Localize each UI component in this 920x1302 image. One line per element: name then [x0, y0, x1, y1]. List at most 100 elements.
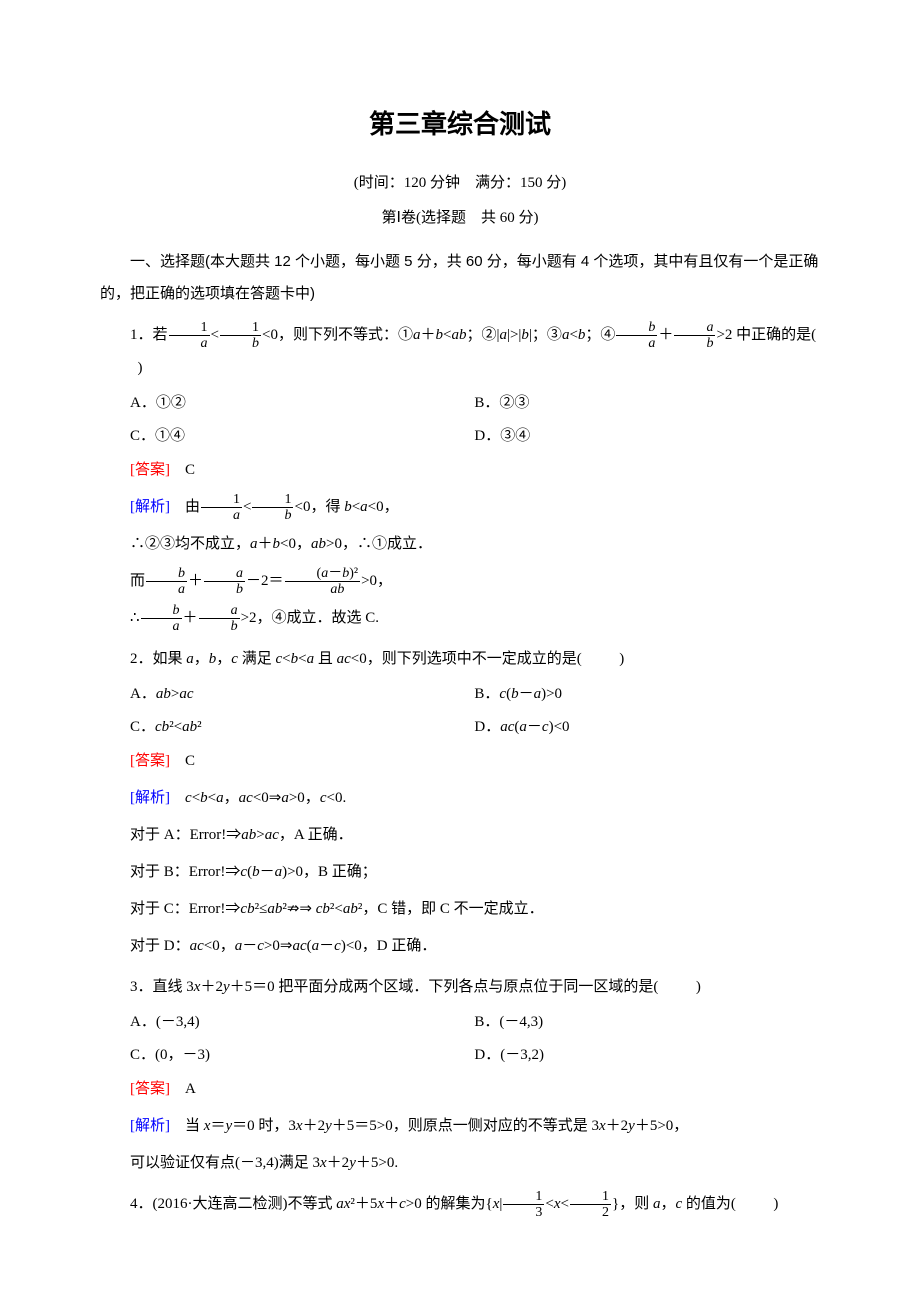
q2-options-row1: A．ab>ac B．c(b－a)>0: [100, 680, 820, 709]
q1-analysis-1: [解析] 由1a<1b<0，得 b<a<0，: [100, 491, 820, 524]
txt: >0，∴①成立．: [326, 536, 432, 552]
txt: 4．(2016·大连高二检测)不等式: [130, 1196, 336, 1212]
q3-line2: 可以验证仅有点(－3,4)满足 3x＋2y＋5>0.: [100, 1147, 820, 1180]
q1-mid3: |>|: [507, 327, 521, 343]
txt: ，: [660, 1196, 675, 1212]
frac-b-a: ba: [616, 320, 657, 352]
txt: ＋5: [355, 1196, 378, 1212]
question-3: 3．直线 3x＋2y＋5＝0 把平面分成两个区域．下列各点与原点位于同一区域的是…: [100, 971, 820, 1180]
q3-options-row2: C．(0，－3) D．(－3,2): [100, 1041, 820, 1070]
txt: ＋2: [200, 979, 223, 995]
txt: 3．直线 3: [130, 979, 194, 995]
q2-lineC: 对于 C：Error!⇒cb²≤ab²⇏⇒ cb²<ab²，C 错，即 C 不一…: [100, 893, 820, 926]
analysis-label: [解析]: [130, 499, 170, 515]
q3-optC: C．(0，－3): [100, 1041, 474, 1070]
txt: 对于 D：: [130, 938, 190, 954]
txt: ，A 正确．: [279, 827, 353, 843]
txt: >0 的解集为{: [406, 1196, 493, 1212]
txt: ⇏⇒: [287, 901, 316, 917]
txt: ，: [224, 790, 239, 806]
txt: 满足: [238, 651, 276, 667]
q3-optA: A．(－3,4): [100, 1008, 474, 1037]
txt: <0，则下列选项中不一定成立的是(: [351, 651, 582, 667]
frac-ab2: ab: [199, 603, 240, 635]
txt: 且: [314, 651, 337, 667]
txt: 的值为(: [682, 1196, 736, 1212]
q3-options-row1: A．(－3,4) B．(－4,3): [100, 1008, 820, 1037]
answer-label: [答案]: [130, 753, 170, 769]
txt: ，C 错，即 C 不一定成立．: [362, 901, 543, 917]
q1-line3: 而ba＋ab－2＝(a－b)²ab>0，: [100, 565, 820, 598]
txt: <0: [554, 719, 570, 735]
answer-label: [答案]: [130, 462, 170, 478]
q1-mid4: |；③: [529, 327, 562, 343]
txt: 当: [170, 1118, 204, 1134]
txt: ＋5＝0 把平面分成两个区域．下列各点与原点位于同一区域的是(: [230, 979, 659, 995]
txt: ＝: [210, 1118, 225, 1134]
q2-answer: [答案] C: [100, 745, 820, 778]
q1-optB: B．②③: [474, 389, 820, 418]
txt: －2＝: [246, 573, 284, 589]
txt: B．: [474, 686, 499, 702]
txt: <0⇒: [253, 790, 282, 806]
q1-mid: <0，则下列不等式：①: [262, 327, 413, 343]
q2-optB: B．c(b－a)>0: [474, 680, 820, 709]
txt: ＋5>0，: [635, 1118, 688, 1134]
frac-amb2-ab: (a－b)²ab: [285, 566, 361, 598]
txt: >0: [546, 686, 562, 702]
txt: 由: [170, 499, 200, 515]
txt: >0⇒: [264, 938, 293, 954]
txt: ＋2: [303, 1118, 326, 1134]
txt: }，则: [612, 1196, 653, 1212]
q2-optC: C．cb²<ab²: [100, 713, 474, 742]
txt: ∴: [130, 610, 140, 626]
txt: ，: [194, 651, 209, 667]
page-title: 第三章综合测试: [100, 100, 820, 149]
txt: [170, 790, 185, 806]
q2-lineB: 对于 B：Error!⇒c(b－a)>0，B 正确；: [100, 856, 820, 889]
txt: <: [334, 901, 342, 917]
q3-analysis-1: [解析] 当 x＝y＝0 时，3x＋2y＋5＝5>0，则原点一侧对应的不等式是 …: [100, 1110, 820, 1143]
txt: ＋2: [606, 1118, 629, 1134]
q2-lineA: 对于 A：Error!⇒ab>ac，A 正确．: [100, 819, 820, 852]
q2-optD: D．ac(a－c)<0: [474, 713, 820, 742]
q1-mid6: >2 中正确的是(: [716, 327, 816, 343]
q1-line4: ∴ba＋ab>2，④成立．故选 C.: [100, 602, 820, 635]
txt: <0，得: [294, 499, 344, 515]
q1-options-row1: A．①② B．②③: [100, 389, 820, 418]
txt: ，: [216, 651, 231, 667]
q1-optD: D．③④: [474, 422, 820, 451]
txt: 可以验证仅有点(－3,4)满足 3: [130, 1155, 320, 1171]
frac-ba2: ba: [141, 603, 182, 635]
txt: >2，④成立．故选 C.: [241, 610, 379, 626]
txt: <0，: [204, 938, 235, 954]
q3-answer: [答案] A: [100, 1073, 820, 1106]
txt: <0，: [368, 499, 399, 515]
answer-label: [答案]: [130, 1081, 170, 1097]
frac-1-a: 1a: [169, 320, 210, 352]
txt: C．: [130, 719, 155, 735]
txt: 对于 B：Error!⇒: [130, 864, 240, 880]
txt: ＋5>0.: [356, 1155, 398, 1171]
q2-options-row2: C．cb²<ab² D．ac(a－c)<0: [100, 713, 820, 742]
frac-1-a2: 1a: [201, 492, 242, 524]
txt: ): [619, 651, 624, 667]
frac-ab: ab: [204, 566, 245, 598]
q1-line2: ∴②③均不成立，a＋b<0，ab>0，∴①成立．: [100, 528, 820, 561]
txt: 对于 A：Error!⇒: [130, 827, 241, 843]
frac-ba: ba: [146, 566, 187, 598]
q1-end: ): [138, 360, 143, 376]
txt: 2．如果: [130, 651, 186, 667]
question-1: 1．若1a<1b<0，则下列不等式：①a＋b<ab；②|a|>|b|；③a<b；…: [100, 319, 820, 635]
txt: D．: [474, 719, 500, 735]
txt: <: [561, 1196, 569, 1212]
txt: ): [773, 1196, 778, 1212]
frac-a-b: ab: [674, 320, 715, 352]
txt: ): [696, 979, 701, 995]
frac-1-b2: 1b: [252, 492, 293, 524]
q3-optB: B．(－4,3): [474, 1008, 820, 1037]
q3-optD: D．(－3,2): [474, 1041, 820, 1070]
txt: >0，B 正确；: [287, 864, 377, 880]
txt: <0，D 正确．: [346, 938, 437, 954]
q4-stem: 4．(2016·大连高二检测)不等式 ax²＋5x＋c>0 的解集为{x|13<…: [100, 1188, 820, 1221]
